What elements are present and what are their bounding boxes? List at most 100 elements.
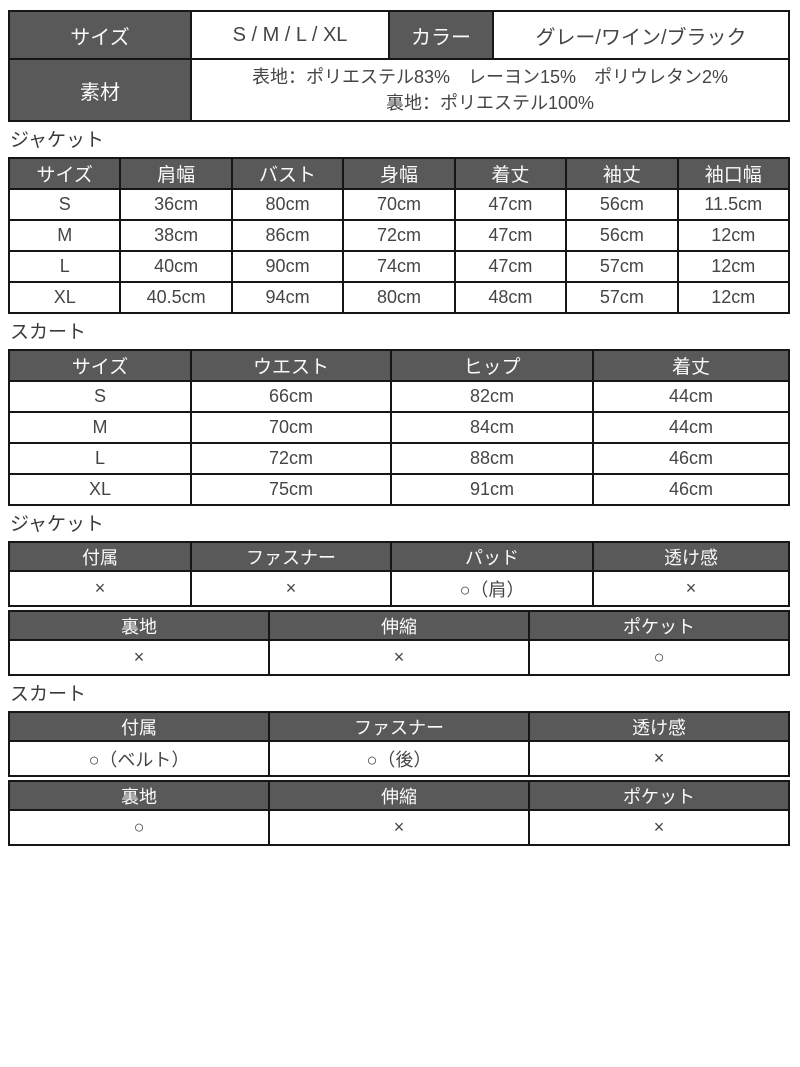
size-spec-sheet: サイズ S / M / L / XL カラー グレー/ワイン/ブラック 素材 表…	[7, 10, 791, 846]
size-cell: XL	[8, 473, 192, 506]
data-cell: 48cm	[453, 281, 568, 314]
size-cell: S	[7, 188, 122, 221]
data-cell: 44cm	[592, 411, 790, 444]
data-cell: 70cm	[190, 411, 392, 444]
size-cell: L	[7, 250, 122, 283]
column-header: 着丈	[592, 349, 790, 382]
size-cell: S	[8, 380, 192, 413]
data-cell: 57cm	[565, 281, 679, 314]
table-header-row: 裏地 伸縮 ポケット	[8, 610, 790, 641]
section-title-skirt-details: スカート	[10, 684, 87, 705]
table-row: L 72cm 88cm 46cm	[8, 442, 790, 475]
column-header: 伸縮	[268, 780, 530, 811]
table-row: L 40cm 90cm 74cm 47cm 57cm 12cm	[7, 250, 791, 283]
feature-value-cell: ×	[8, 570, 192, 607]
table-header-row: 付属 ファスナー パッド 透け感	[8, 541, 790, 572]
material-header-cell: 素材	[8, 58, 192, 122]
summary-table: サイズ S / M / L / XL カラー グレー/ワイン/ブラック 素材 表…	[8, 10, 790, 122]
table-row: XL 75cm 91cm 46cm	[8, 473, 790, 506]
table-row: ○（ベルト） ○（後） ×	[8, 740, 790, 777]
material-value-cell: 表地：ポリエステル83% レーヨン15% ポリウレタン2% 裏地：ポリエステル1…	[190, 58, 790, 122]
feature-value-cell: ×	[592, 570, 790, 607]
column-header: 身幅	[342, 157, 456, 190]
column-header: 着丈	[453, 157, 568, 190]
column-header: ファスナー	[268, 711, 530, 742]
data-cell: 11.5cm	[676, 188, 791, 221]
color-value-cell: グレー/ワイン/ブラック	[492, 10, 790, 60]
table-row: × × ○	[8, 639, 790, 676]
feature-value-cell: ×	[528, 809, 790, 846]
data-cell: 66cm	[190, 380, 392, 413]
table-header-row: 付属 ファスナー 透け感	[8, 711, 790, 742]
feature-value-cell: ○（後）	[268, 740, 530, 777]
feature-value-cell: ×	[528, 740, 790, 777]
material-outer-fabric: 表地：ポリエステル83% レーヨン15% ポリウレタン2%	[251, 67, 729, 87]
size-cell: L	[8, 442, 192, 475]
column-header: 付属	[8, 711, 270, 742]
column-header: 付属	[8, 541, 192, 572]
table-row: M 38cm 86cm 72cm 47cm 56cm 12cm	[7, 219, 791, 252]
feature-value-cell: ○（肩）	[390, 570, 594, 607]
column-header: 袖丈	[565, 157, 679, 190]
column-header: 裏地	[8, 780, 270, 811]
feature-value-cell: ×	[8, 639, 270, 676]
size-cell: M	[7, 219, 122, 252]
data-cell: 56cm	[565, 188, 679, 221]
jacket-size-table: サイズ 肩幅 バスト 身幅 着丈 袖丈 袖口幅 S 36cm 80cm 70cm…	[7, 157, 791, 314]
column-header: 伸縮	[268, 610, 530, 641]
data-cell: 47cm	[453, 219, 568, 252]
column-header: 透け感	[528, 711, 790, 742]
data-cell: 88cm	[390, 442, 594, 475]
data-cell: 36cm	[119, 188, 233, 221]
data-cell: 94cm	[230, 281, 345, 314]
color-header-cell: カラー	[388, 10, 494, 60]
data-cell: 40.5cm	[119, 281, 233, 314]
data-cell: 72cm	[342, 219, 456, 252]
jacket-details-table-2: 裏地 伸縮 ポケット × × ○	[8, 610, 790, 676]
data-cell: 91cm	[390, 473, 594, 506]
data-cell: 12cm	[676, 250, 791, 283]
data-cell: 46cm	[592, 473, 790, 506]
table-header-row: サイズ 肩幅 バスト 身幅 着丈 袖丈 袖口幅	[7, 157, 791, 190]
skirt-details-table-1: 付属 ファスナー 透け感 ○（ベルト） ○（後） ×	[8, 711, 790, 777]
column-header: ヒップ	[390, 349, 594, 382]
data-cell: 57cm	[565, 250, 679, 283]
column-header: サイズ	[8, 349, 192, 382]
skirt-details-table-2: 裏地 伸縮 ポケット ○ × ×	[8, 780, 790, 846]
section-title-jacket-details: ジャケット	[10, 514, 105, 535]
column-header: ポケット	[528, 780, 790, 811]
summary-size-color-row: サイズ S / M / L / XL カラー グレー/ワイン/ブラック	[8, 10, 790, 60]
data-cell: 72cm	[190, 442, 392, 475]
material-lining: 裏地：ポリエステル100%	[385, 93, 595, 113]
size-cell: M	[8, 411, 192, 444]
data-cell: 47cm	[453, 188, 568, 221]
feature-value-cell: ○	[528, 639, 790, 676]
data-cell: 75cm	[190, 473, 392, 506]
data-cell: 90cm	[230, 250, 345, 283]
table-header-row: 裏地 伸縮 ポケット	[8, 780, 790, 811]
data-cell: 38cm	[119, 219, 233, 252]
section-title-jacket-size: ジャケット	[10, 130, 105, 151]
data-cell: 74cm	[342, 250, 456, 283]
feature-value-cell: ○	[8, 809, 270, 846]
table-row: × × ○（肩） ×	[8, 570, 790, 607]
section-title-skirt-size: スカート	[10, 322, 87, 343]
feature-value-cell: ×	[190, 570, 392, 607]
table-row: M 70cm 84cm 44cm	[8, 411, 790, 444]
column-header: ポケット	[528, 610, 790, 641]
table-row: XL 40.5cm 94cm 80cm 48cm 57cm 12cm	[7, 281, 791, 314]
size-cell: XL	[7, 281, 122, 314]
table-row: S 66cm 82cm 44cm	[8, 380, 790, 413]
data-cell: 84cm	[390, 411, 594, 444]
table-header-row: サイズ ウエスト ヒップ 着丈	[8, 349, 790, 382]
data-cell: 12cm	[676, 281, 791, 314]
column-header: ウエスト	[190, 349, 392, 382]
data-cell: 80cm	[342, 281, 456, 314]
column-header: ファスナー	[190, 541, 392, 572]
jacket-details-table-1: 付属 ファスナー パッド 透け感 × × ○（肩） ×	[8, 541, 790, 607]
data-cell: 56cm	[565, 219, 679, 252]
data-cell: 80cm	[230, 188, 345, 221]
table-row: S 36cm 80cm 70cm 47cm 56cm 11.5cm	[7, 188, 791, 221]
column-header: 透け感	[592, 541, 790, 572]
data-cell: 47cm	[453, 250, 568, 283]
